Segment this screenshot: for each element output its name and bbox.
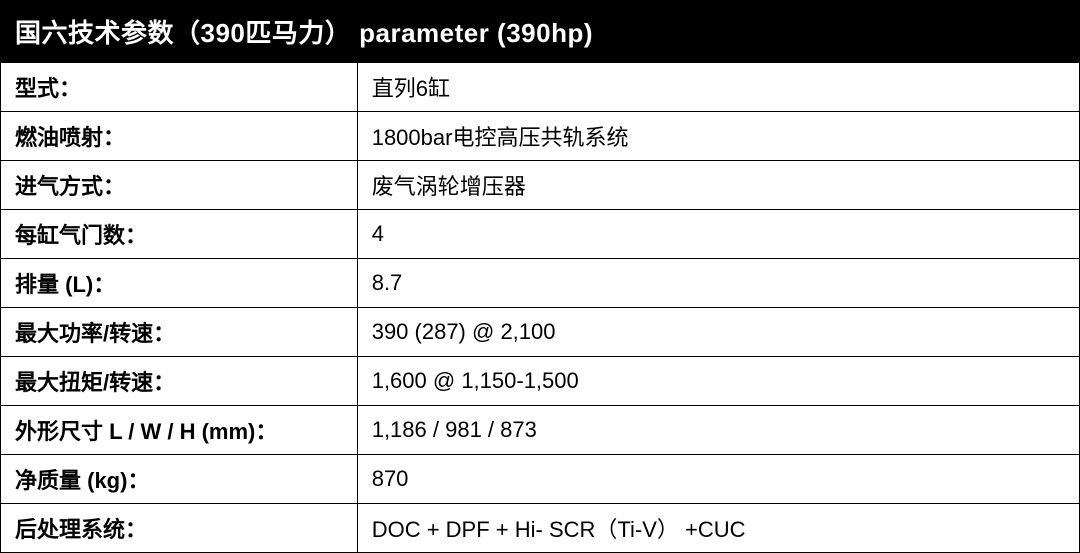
table-header-row: 国六技术参数（390匹马力） parameter (390hp) <box>1 1 1080 63</box>
cell-label: 最大功率/转速： <box>1 308 358 357</box>
table-row: 型式： 直列6缸 <box>1 63 1080 112</box>
cell-label: 最大扭矩/转速： <box>1 357 358 406</box>
cell-value: 废气涡轮增压器 <box>357 161 1079 210</box>
cell-value: 1800bar电控高压共轨系统 <box>357 112 1079 161</box>
cell-value: 直列6缸 <box>357 63 1079 112</box>
table-row: 每缸气门数： 4 <box>1 210 1080 259</box>
table-row: 后处理系统： DOC + DPF + Hi- SCR（Ti-V） +CUC <box>1 504 1080 553</box>
table-row: 最大扭矩/转速： 1,600 @ 1,150-1,500 <box>1 357 1080 406</box>
cell-label: 外形尺寸 L / W / H (mm)： <box>1 406 358 455</box>
cell-label: 每缸气门数： <box>1 210 358 259</box>
cell-label: 后处理系统： <box>1 504 358 553</box>
spec-table: 国六技术参数（390匹马力） parameter (390hp) 型式： 直列6… <box>0 0 1080 553</box>
cell-value: DOC + DPF + Hi- SCR（Ti-V） +CUC <box>357 504 1079 553</box>
cell-value: 1,186 / 981 / 873 <box>357 406 1079 455</box>
cell-value: 1,600 @ 1,150-1,500 <box>357 357 1079 406</box>
cell-label: 燃油喷射： <box>1 112 358 161</box>
cell-label: 型式： <box>1 63 358 112</box>
cell-value: 390 (287) @ 2,100 <box>357 308 1079 357</box>
table-row: 进气方式： 废气涡轮增压器 <box>1 161 1080 210</box>
table-row: 外形尺寸 L / W / H (mm)： 1,186 / 981 / 873 <box>1 406 1080 455</box>
table-row: 燃油喷射： 1800bar电控高压共轨系统 <box>1 112 1080 161</box>
cell-value: 870 <box>357 455 1079 504</box>
cell-label: 排量 (L)： <box>1 259 358 308</box>
cell-label: 净质量 (kg)： <box>1 455 358 504</box>
table-row: 净质量 (kg)： 870 <box>1 455 1080 504</box>
table-title: 国六技术参数（390匹马力） parameter (390hp) <box>1 1 1080 63</box>
cell-value: 4 <box>357 210 1079 259</box>
cell-label: 进气方式： <box>1 161 358 210</box>
cell-value: 8.7 <box>357 259 1079 308</box>
table-row: 最大功率/转速： 390 (287) @ 2,100 <box>1 308 1080 357</box>
table-row: 排量 (L)： 8.7 <box>1 259 1080 308</box>
